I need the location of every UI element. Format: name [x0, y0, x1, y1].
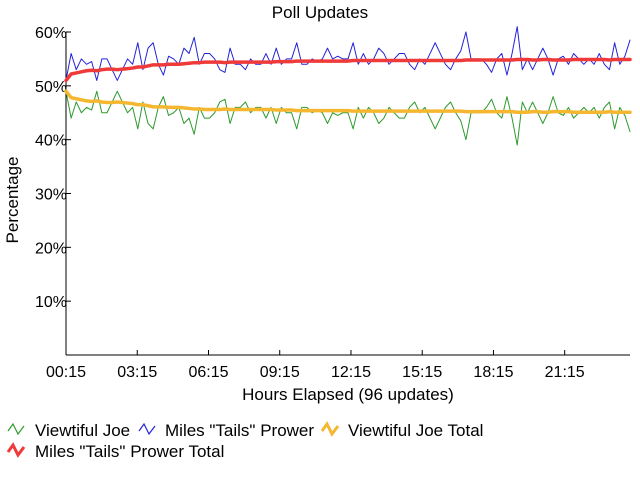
x-tick-label: 00:15 — [46, 364, 86, 381]
y-tick-label: 60% — [35, 25, 67, 42]
legend-label-viewtiful-joe-total: Viewtiful Joe Total — [348, 421, 483, 440]
x-tick-label: 06:15 — [188, 364, 228, 381]
legend-item-miles-tails-prower: Miles "Tails" Prower — [138, 421, 314, 440]
x-tick-label: 18:15 — [473, 364, 513, 381]
legend-label-viewtiful-joe: Viewtiful Joe — [35, 421, 130, 440]
series-line-viewtiful-joe-total — [64, 89, 632, 114]
legend-item-miles-tails-prower-total: Miles "Tails" Prower Total — [6, 442, 224, 461]
y-ticks: 10% 20% 30% 40% 50% 60% — [35, 25, 71, 311]
legend-item-viewtiful-joe-total: Viewtiful Joe Total — [320, 421, 483, 440]
x-ticks: 00:15 03:15 06:15 09:15 12:15 15:15 18:15 21:15 — [46, 350, 585, 381]
series-line-miles-tails-prower — [65, 26, 631, 81]
plot-area: 10% 20% 30% 40% 50% 60% 00:15 03:15 06:15 09:15 1… — [35, 25, 632, 381]
y-tick-label: 10% — [35, 294, 67, 311]
y-tick-label: 50% — [35, 79, 67, 96]
legend-label-miles-tails-prower: Miles "Tails" Prower — [165, 421, 314, 440]
legend-item-viewtiful-joe: Viewtiful Joe — [7, 421, 130, 440]
legend-swatch-miles-tails-prower-total — [6, 442, 26, 458]
x-axis-label: Hours Elapsed (96 updates) — [242, 385, 454, 404]
legend: Viewtiful Joe Miles "Tails" Prower Viewt… — [6, 421, 483, 461]
x-tick-label: 21:15 — [545, 364, 585, 381]
legend-label-miles-tails-prower-total: Miles "Tails" Prower Total — [35, 442, 224, 461]
x-tick-label: 09:15 — [260, 364, 300, 381]
x-tick-label: 12:15 — [331, 364, 371, 381]
legend-swatch-viewtiful-joe — [7, 422, 25, 436]
y-tick-label: 30% — [35, 187, 67, 204]
series-layer — [64, 26, 632, 146]
x-tick-label: 03:15 — [117, 364, 157, 381]
series-line-viewtiful-joe — [65, 90, 631, 146]
series-line-miles-tails-prower-total — [64, 57, 632, 83]
y-axis-label: Percentage — [3, 157, 22, 244]
x-tick-label: 15:15 — [402, 364, 442, 381]
legend-swatch-miles-tails-prower — [138, 422, 156, 436]
y-tick-label: 40% — [35, 133, 67, 150]
chart-title: Poll Updates — [272, 3, 368, 22]
y-tick-label: 20% — [35, 240, 67, 257]
legend-swatch-viewtiful-joe-total — [320, 421, 340, 437]
